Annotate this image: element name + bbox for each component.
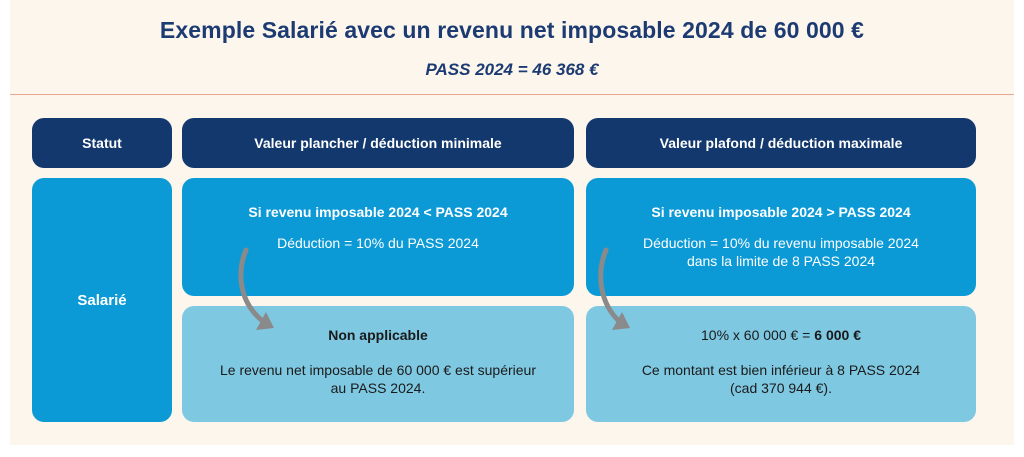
plancher-result-text: Le revenu net imposable de 60 000 € est … [220,361,536,397]
plafond-result-text: Ce montant est bien inférieur à 8 PASS 2… [642,361,920,397]
page-subtitle: PASS 2024 = 46 368 € [425,60,599,79]
plafond-result-value: 6 000 € [814,327,861,343]
row-label-salarie: Salarié [32,178,172,422]
plafond-result-line1: Ce montant est bien inférieur à 8 PASS 2… [641,362,921,378]
plancher-result-title: Non applicable [328,327,428,343]
curved-arrow-icon [598,247,630,330]
header-statut: Statut [32,118,172,168]
cell-plafond-result: 10% x 60 000 € = 6 000 € Ce montant est … [586,306,976,422]
cell-plancher-condition: Si revenu imposable 2024 < PASS 2024 Déd… [182,178,574,296]
plafond-result-calc-text: 10% x 60 000 € = [701,327,815,343]
header-statut-label: Statut [82,135,122,151]
plafond-condition-title: Si revenu imposable 2024 > PASS 2024 [651,204,911,220]
header-plafond-label: Valeur plafond / déduction maximale [659,135,903,151]
plafond-formula-line1: Déduction = 10% du revenu imposable 2024 [643,235,919,251]
plancher-result-line2: au PASS 2024. [330,380,426,396]
cell-plafond-condition: Si revenu imposable 2024 > PASS 2024 Déd… [586,178,976,296]
header-plafond: Valeur plafond / déduction maximale [586,118,976,168]
header-plancher: Valeur plancher / déduction minimale [182,118,574,168]
plafond-formula: Déduction = 10% du revenu imposable 2024… [643,234,919,270]
row-label-salarie-text: Salarié [77,291,127,309]
title-banner [10,0,1014,95]
plafond-formula-line2: dans la limite de 8 PASS 2024 [686,253,876,269]
curved-arrow-icon [238,247,274,330]
cell-plancher-result: Non applicable Le revenu net imposable d… [182,306,574,422]
plancher-result-line1: Le revenu net imposable de 60 000 € est … [220,362,536,378]
header-plancher-label: Valeur plancher / déduction minimale [254,135,502,151]
plafond-result-calc: 10% x 60 000 € = 6 000 € [701,327,861,343]
plancher-condition-title: Si revenu imposable 2024 < PASS 2024 [248,204,508,220]
plancher-formula: Déduction = 10% du PASS 2024 [277,235,479,251]
plafond-result-line2: (cad 370 944 €). [730,380,832,396]
page-title: Exemple Salarié avec un revenu net impos… [159,17,865,43]
